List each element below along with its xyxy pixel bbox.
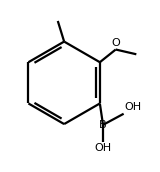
Text: OH: OH [94,143,112,153]
Text: B: B [99,120,107,130]
Text: OH: OH [124,103,142,112]
Text: O: O [111,38,120,48]
